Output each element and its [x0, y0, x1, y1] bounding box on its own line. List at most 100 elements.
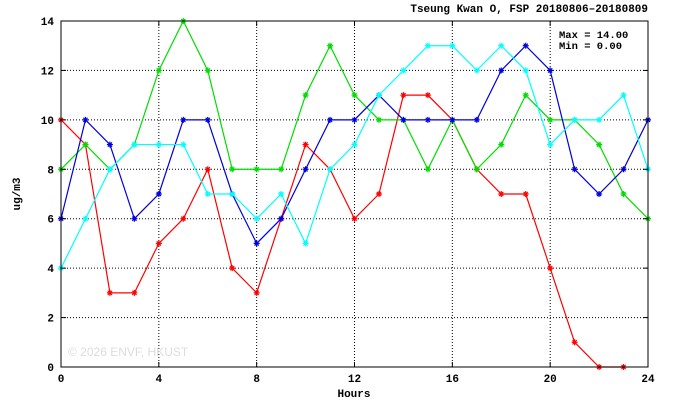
data-point — [473, 116, 480, 123]
data-point — [131, 289, 138, 296]
data-point — [82, 215, 89, 222]
data-point — [620, 92, 627, 99]
data-point — [106, 289, 113, 296]
marker-stroke — [156, 240, 162, 246]
series-3 — [58, 42, 651, 247]
data-point — [155, 67, 162, 74]
data-point — [571, 339, 578, 346]
data-point — [498, 141, 505, 148]
marker-stroke — [376, 92, 382, 98]
marker-stroke — [254, 290, 260, 296]
marker-stroke — [449, 117, 455, 123]
series-1 — [58, 92, 627, 370]
marker-stroke — [303, 142, 309, 148]
data-point — [155, 191, 162, 197]
marker-stroke — [474, 67, 480, 73]
marker-stroke — [351, 92, 358, 98]
data-point — [473, 166, 480, 173]
data-point — [302, 141, 309, 148]
marker-stroke — [278, 166, 284, 172]
data-point — [106, 141, 113, 148]
data-point — [522, 42, 529, 49]
marker-stroke — [400, 67, 406, 73]
marker-stroke — [449, 43, 455, 49]
marker-stroke — [376, 191, 382, 197]
marker-stroke — [254, 166, 260, 172]
marker-stroke — [596, 142, 602, 148]
marker-stroke — [425, 117, 431, 123]
series-line — [60, 94, 624, 368]
data-point — [302, 166, 309, 173]
data-point — [400, 67, 407, 74]
marker-stroke — [205, 117, 211, 123]
max-label: Max = 14.00 — [559, 30, 628, 42]
marker-stroke — [205, 166, 211, 172]
marker-stroke — [596, 117, 602, 123]
marker-stroke — [547, 265, 553, 271]
marker-stroke — [376, 117, 382, 123]
data-point — [180, 215, 187, 222]
marker-stroke — [82, 216, 88, 222]
data-point — [498, 191, 505, 197]
marker-stroke — [180, 142, 186, 148]
data-point — [106, 166, 113, 173]
marker-stroke — [572, 339, 578, 345]
data-point — [571, 166, 578, 173]
data-point — [253, 166, 260, 173]
data-point — [620, 166, 627, 173]
data-point — [498, 67, 505, 74]
data-point — [547, 116, 554, 123]
marker-stroke — [498, 67, 504, 73]
y-tick-label: 2 — [47, 314, 54, 326]
marker-stroke — [82, 142, 88, 148]
data-point — [253, 289, 260, 296]
min-label: Min = 0.00 — [559, 41, 622, 53]
marker-stroke — [425, 43, 431, 49]
marker-stroke — [107, 290, 113, 296]
data-point — [473, 67, 480, 74]
data-point — [424, 116, 431, 123]
data-point — [82, 141, 89, 148]
x-tick-label: 8 — [253, 374, 260, 386]
x-tick-label: 20 — [544, 374, 557, 386]
y-tick-label: 8 — [47, 165, 54, 177]
data-point — [375, 191, 382, 197]
marker-stroke — [229, 191, 235, 197]
x-tick-label: 16 — [446, 374, 459, 386]
marker-stroke — [425, 92, 431, 98]
data-point — [596, 191, 603, 197]
marker-stroke — [131, 216, 137, 222]
data-point — [400, 92, 407, 99]
marker-stroke — [205, 67, 211, 73]
marker-stroke — [523, 92, 529, 98]
watermark: © 2026 ENVF, HKUST — [68, 345, 189, 359]
marker-stroke — [498, 191, 504, 197]
data-point — [155, 141, 162, 148]
data-point — [155, 240, 162, 247]
marker-stroke — [498, 43, 504, 49]
data-point — [424, 92, 431, 99]
marker-stroke — [327, 166, 333, 172]
data-point — [131, 215, 138, 222]
series-layer — [58, 18, 651, 370]
data-point — [571, 116, 578, 123]
y-tick-label: 4 — [47, 264, 54, 276]
data-point — [351, 141, 358, 148]
data-point — [498, 42, 505, 49]
x-axis-label: Hours — [337, 389, 370, 401]
data-point — [302, 92, 309, 99]
grid — [61, 21, 648, 367]
marker-stroke — [327, 117, 333, 123]
data-point — [400, 116, 407, 123]
y-tick-label: 10 — [41, 116, 54, 128]
marker-stroke — [351, 216, 358, 222]
x-tick-label: 12 — [348, 374, 361, 386]
data-point — [229, 191, 236, 197]
data-point — [204, 191, 211, 197]
marker-stroke — [547, 117, 553, 123]
y-axis-label: ug/m3 — [12, 177, 24, 210]
marker-stroke — [474, 117, 480, 123]
data-point — [620, 191, 627, 197]
data-point — [375, 92, 382, 99]
